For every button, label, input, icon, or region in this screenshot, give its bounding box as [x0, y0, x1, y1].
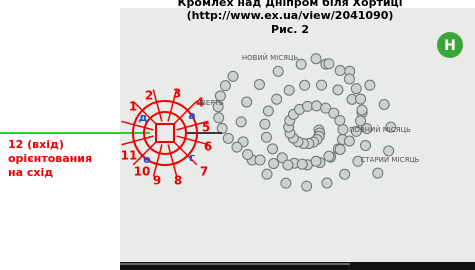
badge: Н [444, 38, 456, 54]
stone [217, 123, 227, 133]
stone [324, 59, 334, 69]
stone [214, 113, 224, 123]
stone [297, 159, 307, 169]
video-label: ЧВЕРТЬ [196, 99, 224, 107]
stone [357, 105, 367, 115]
header-line: (http://www.ex.ua/view/2041090) [187, 9, 394, 22]
stone [351, 84, 361, 94]
stone [356, 116, 366, 126]
stone [317, 80, 327, 90]
stone [356, 94, 366, 104]
stone [272, 94, 282, 104]
stone-number: 2 [145, 89, 153, 103]
annotation-line: 12 (вхід) [8, 138, 64, 151]
stone-number: 3 [173, 87, 181, 101]
stone [281, 178, 291, 188]
annotation-line: на схід [8, 166, 53, 179]
stone [260, 119, 270, 129]
stone [262, 169, 272, 179]
stone-number: 10 [134, 165, 151, 179]
direction-letter: г [189, 151, 195, 164]
direction-letter: о [143, 153, 151, 166]
stone [268, 144, 278, 154]
stone [379, 99, 389, 109]
stone [335, 66, 345, 76]
stone [303, 101, 313, 111]
stone [254, 79, 264, 89]
stone [255, 155, 265, 165]
stone [311, 156, 321, 166]
stone [333, 85, 343, 95]
stone [269, 159, 279, 169]
stone-number: 8 [174, 174, 182, 188]
page: Н Кромлех над Дніпром біля Хортиці(http:… [0, 0, 475, 270]
stone [243, 149, 253, 159]
stone [273, 66, 283, 76]
stone [322, 178, 332, 188]
stone [340, 169, 350, 179]
stone [284, 85, 294, 95]
stone [373, 168, 383, 178]
stone [335, 116, 345, 126]
stone [236, 117, 246, 127]
direction-letter: д [139, 111, 148, 124]
stone-number: 5 [202, 121, 210, 135]
stone-number: 7 [200, 165, 208, 179]
stone [335, 144, 345, 154]
stone-number: 9 [153, 174, 161, 188]
video-label: НОВИЙ МІСЯЦЬ [242, 53, 299, 62]
stone [242, 97, 252, 107]
stone [384, 146, 394, 156]
stone [365, 80, 375, 90]
stone-number: 6 [204, 140, 212, 154]
progress-bar [120, 263, 350, 265]
stone [338, 125, 348, 135]
stone [302, 181, 312, 191]
stone [261, 132, 271, 142]
stone [232, 142, 242, 152]
stone [312, 101, 322, 111]
direction-letter: а [188, 109, 195, 122]
video-label: ПОВНИЙ МІСЯЦЬ [349, 125, 411, 134]
stone [223, 133, 233, 143]
video-label: СТАРИЙ МІСЯЦЬ [361, 155, 420, 164]
stone [300, 80, 310, 90]
stone [344, 74, 354, 84]
screenshot: Н Кромлех над Дніпром біля Хортиці(http:… [0, 0, 475, 270]
stone [311, 54, 321, 64]
stone [228, 71, 238, 81]
stone [360, 140, 370, 150]
stone [220, 81, 230, 91]
stone-number: 1 [129, 100, 137, 114]
header-line: Рис. 2 [271, 23, 309, 36]
stone [283, 160, 293, 170]
header-line: Кромлех над Дніпром біля Хортиці [178, 0, 403, 9]
stone [263, 106, 273, 116]
annotation-line: орієнтования [8, 152, 92, 165]
stone [324, 151, 334, 161]
stone [344, 136, 354, 146]
stone-number: 11 [121, 149, 138, 163]
